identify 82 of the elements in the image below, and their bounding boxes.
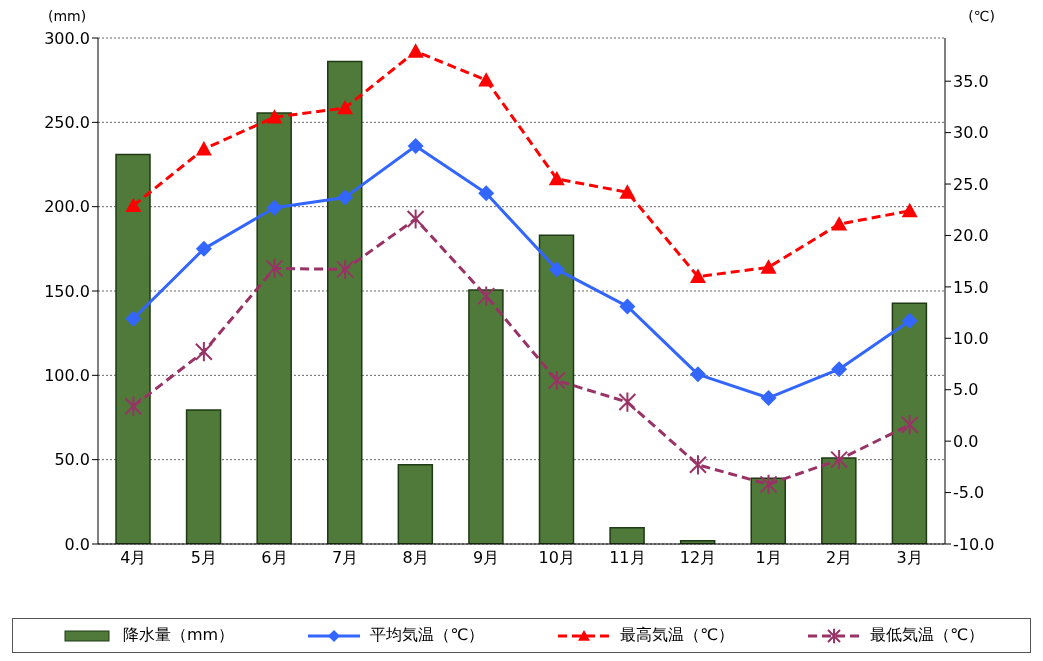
bar <box>468 289 504 544</box>
bar <box>821 457 857 544</box>
x-tick-label: 1月 <box>755 548 782 568</box>
point <box>830 449 849 471</box>
bar <box>891 302 928 544</box>
y2-tick-label: 25.0 <box>953 174 989 194</box>
y-tick-label: 100.0 <box>44 366 90 386</box>
point <box>689 268 706 283</box>
legend-label: 最低気温（℃） <box>870 625 984 646</box>
point <box>125 310 142 327</box>
y2-tick-label: -10.0 <box>953 534 995 554</box>
legend-label: 平均気温（℃） <box>370 625 485 646</box>
point <box>266 199 283 216</box>
point <box>337 189 354 206</box>
point <box>407 43 424 58</box>
point <box>265 257 284 279</box>
x-tick-label: 10月 <box>538 548 575 568</box>
bar <box>750 477 786 544</box>
y-tick-label: 150.0 <box>44 281 90 301</box>
point <box>194 341 213 363</box>
y2-tick-label: 35.0 <box>953 71 989 91</box>
point <box>900 414 919 436</box>
x-tick-label: 7月 <box>331 548 359 568</box>
point <box>195 240 212 257</box>
y-tick-label: 250.0 <box>44 113 90 133</box>
x-tick-label: 4月 <box>120 548 147 568</box>
point <box>619 184 636 199</box>
point <box>760 259 777 274</box>
point <box>337 99 354 115</box>
point <box>266 109 283 124</box>
y2-tick-label: 0.0 <box>953 431 979 451</box>
y-tick-label: 300.0 <box>44 28 90 48</box>
x-tick-label: 11月 <box>609 548 646 568</box>
y-tick-label: 200.0 <box>44 197 90 217</box>
y2-tick-label: -5.0 <box>953 483 985 503</box>
legend-label: 降水量（mm） <box>122 625 235 646</box>
point <box>901 312 918 329</box>
bar <box>397 463 434 544</box>
point <box>124 395 143 417</box>
x-tick-label: 12月 <box>679 548 717 568</box>
point <box>406 208 425 230</box>
point <box>760 389 777 406</box>
y-tick-label: 50.0 <box>54 450 90 470</box>
point <box>125 197 142 213</box>
x-tick-label: 6月 <box>261 548 288 568</box>
x-tick-label: 5月 <box>190 548 217 568</box>
point <box>831 361 848 378</box>
point <box>336 258 355 280</box>
x-tick-label: 3月 <box>896 548 923 568</box>
y-tick-label: 0.0 <box>64 534 90 554</box>
y2-tick-label: 10.0 <box>953 328 989 348</box>
y2-tick-label: 30.0 <box>953 123 989 143</box>
bar <box>115 153 151 544</box>
x-tick-label: 9月 <box>473 548 500 568</box>
bar <box>256 112 292 544</box>
bar <box>185 409 222 544</box>
point <box>689 366 706 383</box>
point <box>478 185 495 202</box>
point <box>407 137 424 154</box>
bar <box>327 60 363 544</box>
x-tick-label: 8月 <box>402 548 429 568</box>
point <box>478 72 495 87</box>
y-axis-title: (mm) <box>48 8 87 24</box>
point <box>688 454 707 476</box>
y2-tick-label: 15.0 <box>953 277 989 297</box>
point <box>901 202 918 218</box>
point <box>831 216 848 231</box>
legend-label: 最高気温（℃） <box>620 625 735 646</box>
point <box>547 369 566 392</box>
y2-axis-title: (℃) <box>968 8 995 24</box>
point <box>619 298 636 315</box>
x-tick-label: 2月 <box>826 548 853 568</box>
point <box>477 285 496 307</box>
point <box>548 261 565 278</box>
point <box>759 473 778 495</box>
point <box>548 170 565 186</box>
point <box>195 141 212 156</box>
point <box>618 391 637 413</box>
bar <box>538 234 575 544</box>
bar <box>609 526 645 544</box>
y2-tick-label: 20.0 <box>953 226 989 246</box>
y2-tick-label: 5.0 <box>953 380 979 400</box>
